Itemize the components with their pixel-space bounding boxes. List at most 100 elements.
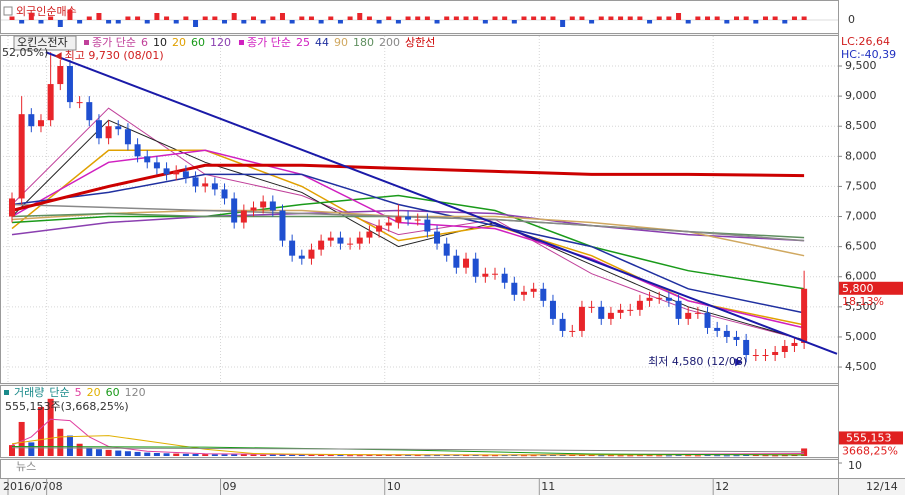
volume-bar (530, 455, 537, 457)
volume-bar (723, 455, 730, 457)
foreign-bar (154, 13, 160, 20)
x-tick-label: 09 (223, 480, 237, 493)
legend-text: 거래량 (14, 386, 44, 399)
last-change-label: 18,13% (842, 295, 884, 308)
moving-average (11, 163, 805, 212)
foreign-bar (9, 16, 15, 20)
trendline (45, 51, 838, 355)
legend-text: 종가 단순 (247, 36, 291, 49)
candle-body (318, 240, 325, 250)
candle-body (617, 309, 624, 313)
candle-body (28, 114, 35, 127)
foreign-bar (415, 16, 421, 20)
foreign-bar (453, 16, 459, 20)
candle-body (376, 225, 383, 232)
volume-bar (269, 454, 276, 456)
last-price-label: 5,800 (842, 282, 874, 295)
volume-bar (772, 455, 779, 457)
volume-bar (76, 443, 83, 456)
hc-label: HC:-40,39 (841, 48, 896, 61)
foreign-bar (347, 16, 353, 20)
foreign-bar (608, 16, 614, 20)
foreign-bar (424, 16, 430, 20)
volume-bar (356, 455, 363, 457)
legend-text: 180 (353, 36, 374, 49)
foreign-bar (115, 20, 121, 24)
foreign-bar (521, 16, 527, 20)
volume-bar (520, 455, 527, 457)
volume-bar (289, 454, 296, 456)
foreign-bar (618, 16, 624, 20)
candle-body (9, 198, 15, 217)
foreign-bar (627, 16, 633, 20)
candle-body (298, 255, 305, 259)
foreign-bar (463, 16, 469, 20)
volume-bar (37, 406, 44, 456)
foreign-bar (801, 16, 807, 20)
foreign-bar (366, 16, 372, 20)
foreign-bar (473, 16, 479, 20)
foreign-bar (308, 16, 314, 20)
news-panel (0, 459, 839, 479)
candle-body (781, 345, 788, 352)
legend-text: 200 (379, 36, 400, 49)
volume-bar (704, 455, 711, 457)
volume-bar (57, 428, 64, 456)
x-tick-label: 12 (715, 480, 729, 493)
volume-bar (173, 453, 180, 456)
y-tick-label: 7,000 (845, 210, 877, 223)
foreign-bar (502, 16, 508, 20)
legend-text: 20 (87, 386, 101, 399)
foreign-bar (231, 13, 237, 20)
candle-body (95, 120, 102, 139)
foreign-bar (743, 16, 749, 20)
foreign-bar (125, 16, 131, 20)
foreign-bar (647, 20, 653, 24)
volume-bar (47, 398, 54, 456)
foreign-bar (540, 16, 546, 20)
candle-body (801, 288, 808, 343)
volume-current: 555,153주(3,668,25%) (5, 400, 129, 413)
volume-bar (105, 449, 112, 456)
volume-bar (153, 453, 160, 456)
foreign-bar (241, 20, 247, 24)
volume-bar (163, 453, 170, 456)
legend-text: 120 (210, 36, 231, 49)
foreign-bar (531, 16, 537, 20)
foreign-bar (511, 20, 517, 24)
volume-bar (240, 454, 247, 456)
candle-body (395, 216, 402, 223)
foreign-bar (19, 20, 25, 24)
foreign-bar (705, 16, 711, 20)
volume-bar (182, 453, 189, 456)
foreign-bar (753, 20, 759, 24)
news-title: 뉴스 (16, 460, 36, 473)
volume-bar (791, 455, 798, 457)
volume-ratio-label: 3668,25% (842, 444, 898, 457)
volume-bar (260, 454, 267, 456)
volume-bar (714, 455, 721, 457)
volume-bar (636, 455, 643, 457)
candle-body (202, 183, 209, 187)
axis-area (839, 0, 905, 479)
volume-bar (95, 449, 102, 456)
candle-body (752, 355, 759, 357)
volume-bar (801, 448, 808, 456)
candle-body (453, 255, 460, 268)
candle-body (66, 66, 73, 103)
legend-text: 25 (296, 36, 310, 49)
candle-body (260, 201, 267, 208)
candle-body (192, 177, 199, 187)
candle-body (492, 273, 498, 275)
price-plot: 최고 9,730 (08/01) 최저 4,580 (12/08) (1, 36, 838, 383)
news-tick-label: 10 (848, 459, 862, 472)
y-tick-label: 9,500 (845, 59, 877, 72)
volume-bar (298, 454, 305, 456)
low-annotation: 최저 4,580 (12/08) (648, 355, 747, 368)
candle-body (685, 312, 692, 319)
foreign-bar (676, 13, 682, 20)
lc-label: LC:26,64 (841, 35, 890, 48)
foreign-bar (318, 20, 324, 24)
candle-body (723, 330, 730, 337)
volume-bar (250, 454, 257, 456)
